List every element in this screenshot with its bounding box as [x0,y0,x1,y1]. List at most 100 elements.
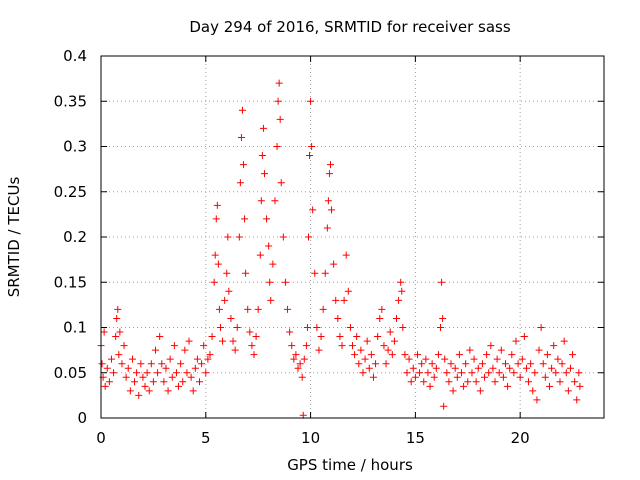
data-point [550,342,558,350]
data-point [103,364,111,372]
data-point [116,328,124,336]
data-point [573,396,581,404]
data-point [453,373,461,381]
data-point [281,278,289,286]
data-point [564,387,572,395]
data-point [489,364,497,372]
data-point [271,197,279,205]
data-point [529,387,537,395]
data-point [422,355,430,363]
data-point [546,382,554,390]
data-point [238,106,246,114]
data-point [418,360,426,368]
y-tick-label: 0.15 [54,273,87,291]
data-point [438,278,446,286]
data-point [426,382,434,390]
data-point [118,360,126,368]
data-point [181,346,189,354]
data-point [263,215,271,223]
data-point [464,378,472,386]
data-point [424,369,432,377]
data-point [223,269,231,277]
data-point [227,314,235,322]
data-point [338,342,346,350]
data-point [395,296,403,304]
data-point [504,382,512,390]
data-point [428,360,436,368]
data-point [224,233,232,241]
data-point [361,355,369,363]
data-point [325,170,333,178]
data-point [303,324,311,331]
y-tick-label: 0 [77,409,87,427]
data-point [296,360,304,368]
data-point [487,342,495,350]
data-point [485,369,493,377]
data-point [501,360,509,368]
data-point [372,360,380,368]
data-point [470,355,478,363]
data-point [284,305,292,313]
data-point [416,369,424,377]
x-tick-label: 20 [511,429,530,447]
data-point [328,206,336,214]
data-point [344,287,352,295]
data-point [388,351,396,359]
data-point [440,402,448,410]
data-point [133,369,141,377]
data-point [522,364,530,372]
data-point [324,197,332,205]
data-point [214,260,222,268]
data-point [273,143,281,150]
data-point [451,364,459,372]
data-point [198,360,206,368]
data-point [288,342,296,350]
data-point [359,369,367,377]
data-point [323,224,331,232]
data-point [212,215,220,223]
data-point [257,197,265,205]
data-point [274,97,282,105]
data-point [110,369,118,377]
data-point [539,360,547,368]
data-point [334,314,342,322]
data-point [131,378,139,386]
data-point [236,179,244,187]
data-point [497,346,505,354]
data-point [472,378,480,386]
data-point [353,333,361,341]
data-point [204,355,212,363]
data-point [321,269,329,277]
data-point [512,337,520,345]
data-point [443,369,451,377]
data-point [315,346,323,354]
data-point [520,333,528,341]
data-point [101,382,109,390]
data-point [537,324,545,331]
x-tick-label: 15 [406,429,425,447]
data-point [141,382,149,390]
data-point [275,79,283,87]
data-point [202,369,210,377]
data-point [177,360,185,368]
data-point [439,314,447,322]
data-point [100,328,108,336]
data-point [518,355,526,363]
data-point [462,360,470,368]
data-point [254,305,262,313]
axis-ticks: 0 0.05 0.1 0.15 0.2 0.25 0.3 0.35 0.4 0 5 10 15 20 [54,47,604,447]
data-point [476,387,484,395]
data-point [342,251,350,259]
data-point [481,373,489,381]
data-point [120,342,128,350]
data-point [252,333,260,341]
data-point [256,251,264,259]
data-point [514,360,522,368]
data-point [115,351,123,359]
chart-title: Day 294 of 2016, SRMTID for receiver sas… [189,18,510,36]
y-tick-label: 0.3 [63,138,87,156]
data-point [554,355,562,363]
data-point [292,351,300,359]
data-point [466,346,474,354]
data-point [525,378,533,386]
